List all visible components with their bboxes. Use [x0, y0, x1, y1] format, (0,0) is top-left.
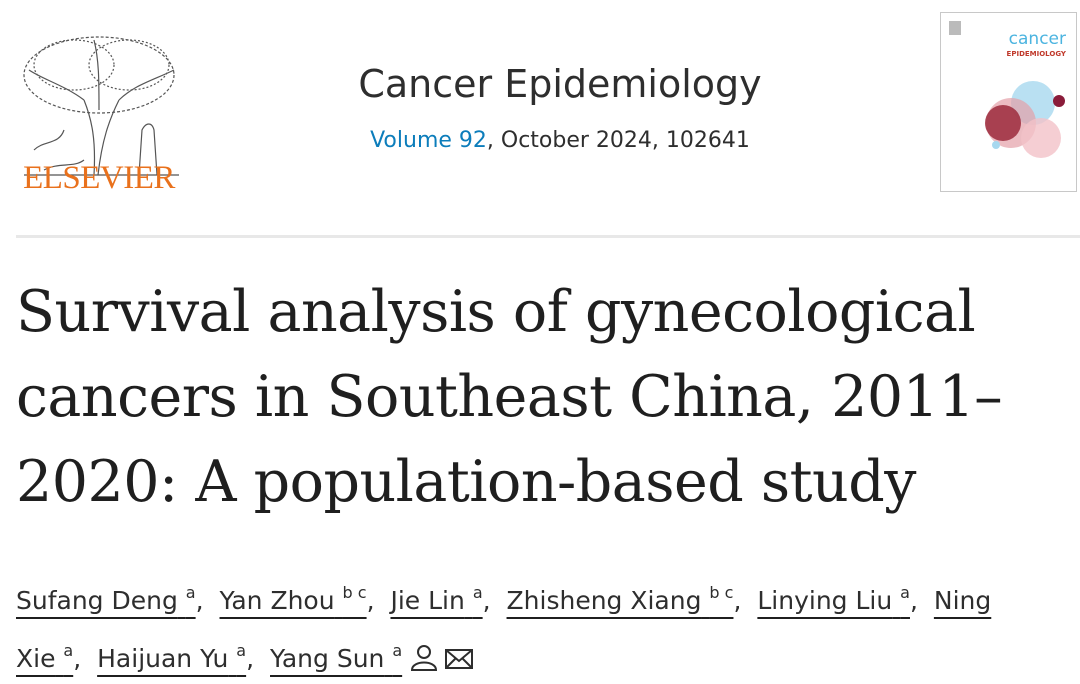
author-name[interactable]: Yang Sun	[270, 644, 385, 673]
author-name[interactable]: Linying Liu	[757, 586, 893, 615]
author-icons[interactable]	[406, 645, 476, 671]
author-separator: ,	[246, 644, 255, 673]
page: {"header":{"publisher":"ELSEVIER","journ…	[14, 10, 1080, 673]
author[interactable]: Zhisheng Xiang b c	[506, 583, 734, 615]
author-separator: ,	[733, 586, 742, 615]
author-affiliation[interactable]: a	[392, 641, 403, 660]
journal-title[interactable]: Cancer Epidemiology	[358, 62, 762, 106]
author[interactable]: Linying Liu a	[757, 583, 910, 615]
author-name[interactable]: Sufang Deng	[16, 586, 178, 615]
author[interactable]: Jie Lin a	[390, 583, 483, 615]
author-affiliation[interactable]: a	[63, 641, 74, 660]
cover-art	[949, 21, 1065, 158]
author-affiliation[interactable]: a	[236, 641, 247, 660]
author[interactable]: Sufang Deng a	[16, 583, 196, 615]
article-title: Survival analysis of gynecological cance…	[16, 279, 1003, 515]
cover-title: cancer	[1008, 29, 1066, 49]
author[interactable]: Yang Sun a	[270, 641, 476, 673]
author-list: Sufang Deng a, Yan Zhou b c, Jie Lin a, …	[16, 568, 1016, 684]
author-affiliation[interactable]: a	[185, 583, 196, 602]
divider	[16, 235, 1080, 238]
author-affiliation[interactable]: b c	[342, 583, 367, 602]
author-separator: ,	[73, 644, 82, 673]
author-affiliation[interactable]: a	[472, 583, 483, 602]
author[interactable]: Ning Xie a	[16, 586, 991, 673]
issue-line: Volume 92, October 2024, 102641	[260, 128, 860, 153]
author-separator: ,	[366, 586, 375, 615]
author-affiliation[interactable]: b c	[709, 583, 734, 602]
author-name[interactable]: Ning Xie	[16, 586, 992, 673]
publisher-name: ELSEVIER	[23, 160, 175, 196]
volume-link[interactable]: Volume 92	[370, 128, 487, 153]
author-name[interactable]: Yan Zhou	[219, 586, 335, 615]
author-name[interactable]: Haijuan Yu	[97, 644, 229, 673]
publisher-logo[interactable]	[14, 10, 184, 200]
author-separator: ,	[195, 586, 204, 615]
author-separator: ,	[482, 586, 491, 615]
author-affiliation[interactable]: a	[900, 583, 910, 602]
journal-cover[interactable]: cancer EPIDEMIOLOGY	[940, 12, 1077, 192]
author-name[interactable]: Jie Lin	[390, 586, 465, 615]
author-name[interactable]: Zhisheng Xiang	[506, 586, 702, 615]
author-separator: ,	[909, 586, 918, 615]
author[interactable]: Yan Zhou b c	[219, 583, 367, 615]
issue-details: , October 2024, 102641	[486, 128, 750, 153]
author[interactable]: Haijuan Yu a	[97, 641, 247, 673]
cover-subtitle: EPIDEMIOLOGY	[1006, 50, 1066, 58]
